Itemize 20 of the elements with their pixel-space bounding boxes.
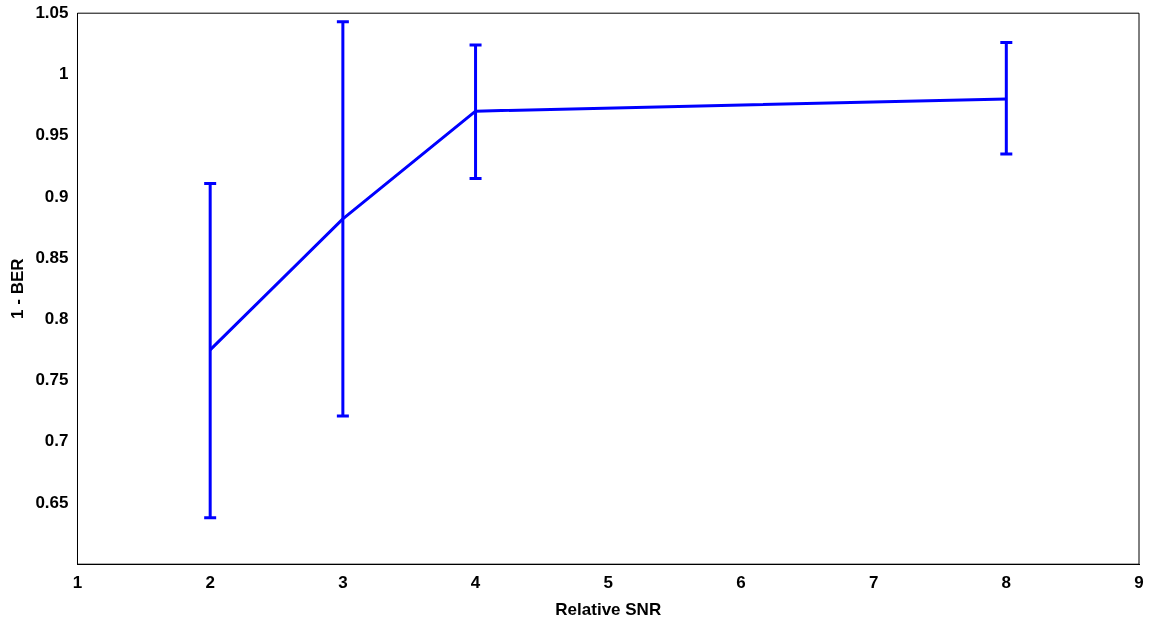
- y-tick-label: 0.65: [35, 492, 69, 512]
- x-tick-label: 6: [736, 573, 746, 593]
- x-tick-label: 4: [470, 573, 481, 593]
- y-tick-label: 0.9: [44, 186, 69, 206]
- x-tick-label: 5: [603, 573, 613, 593]
- y-tick-label: 1: [59, 64, 69, 84]
- x-tick-label: 8: [1001, 573, 1012, 593]
- y-tick-label: 0.85: [35, 247, 69, 267]
- x-axis-title: Relative SNR: [555, 600, 662, 620]
- x-tick-label: 3: [338, 573, 348, 593]
- x-tick-label: 7: [868, 573, 879, 593]
- y-tick-label: 0.8: [44, 309, 69, 328]
- y-tick-label: 0.7: [44, 431, 69, 451]
- x-tick-label: 9: [1134, 573, 1144, 593]
- x-tick-label: 2: [205, 573, 215, 593]
- y-tick-label: 1.05: [35, 2, 69, 22]
- y-axis-title: 1 - BER: [7, 258, 27, 319]
- y-tick-label: 0.95: [35, 125, 69, 145]
- y-tick-label: 0.75: [35, 370, 69, 390]
- x-tick-label: 1: [72, 573, 83, 593]
